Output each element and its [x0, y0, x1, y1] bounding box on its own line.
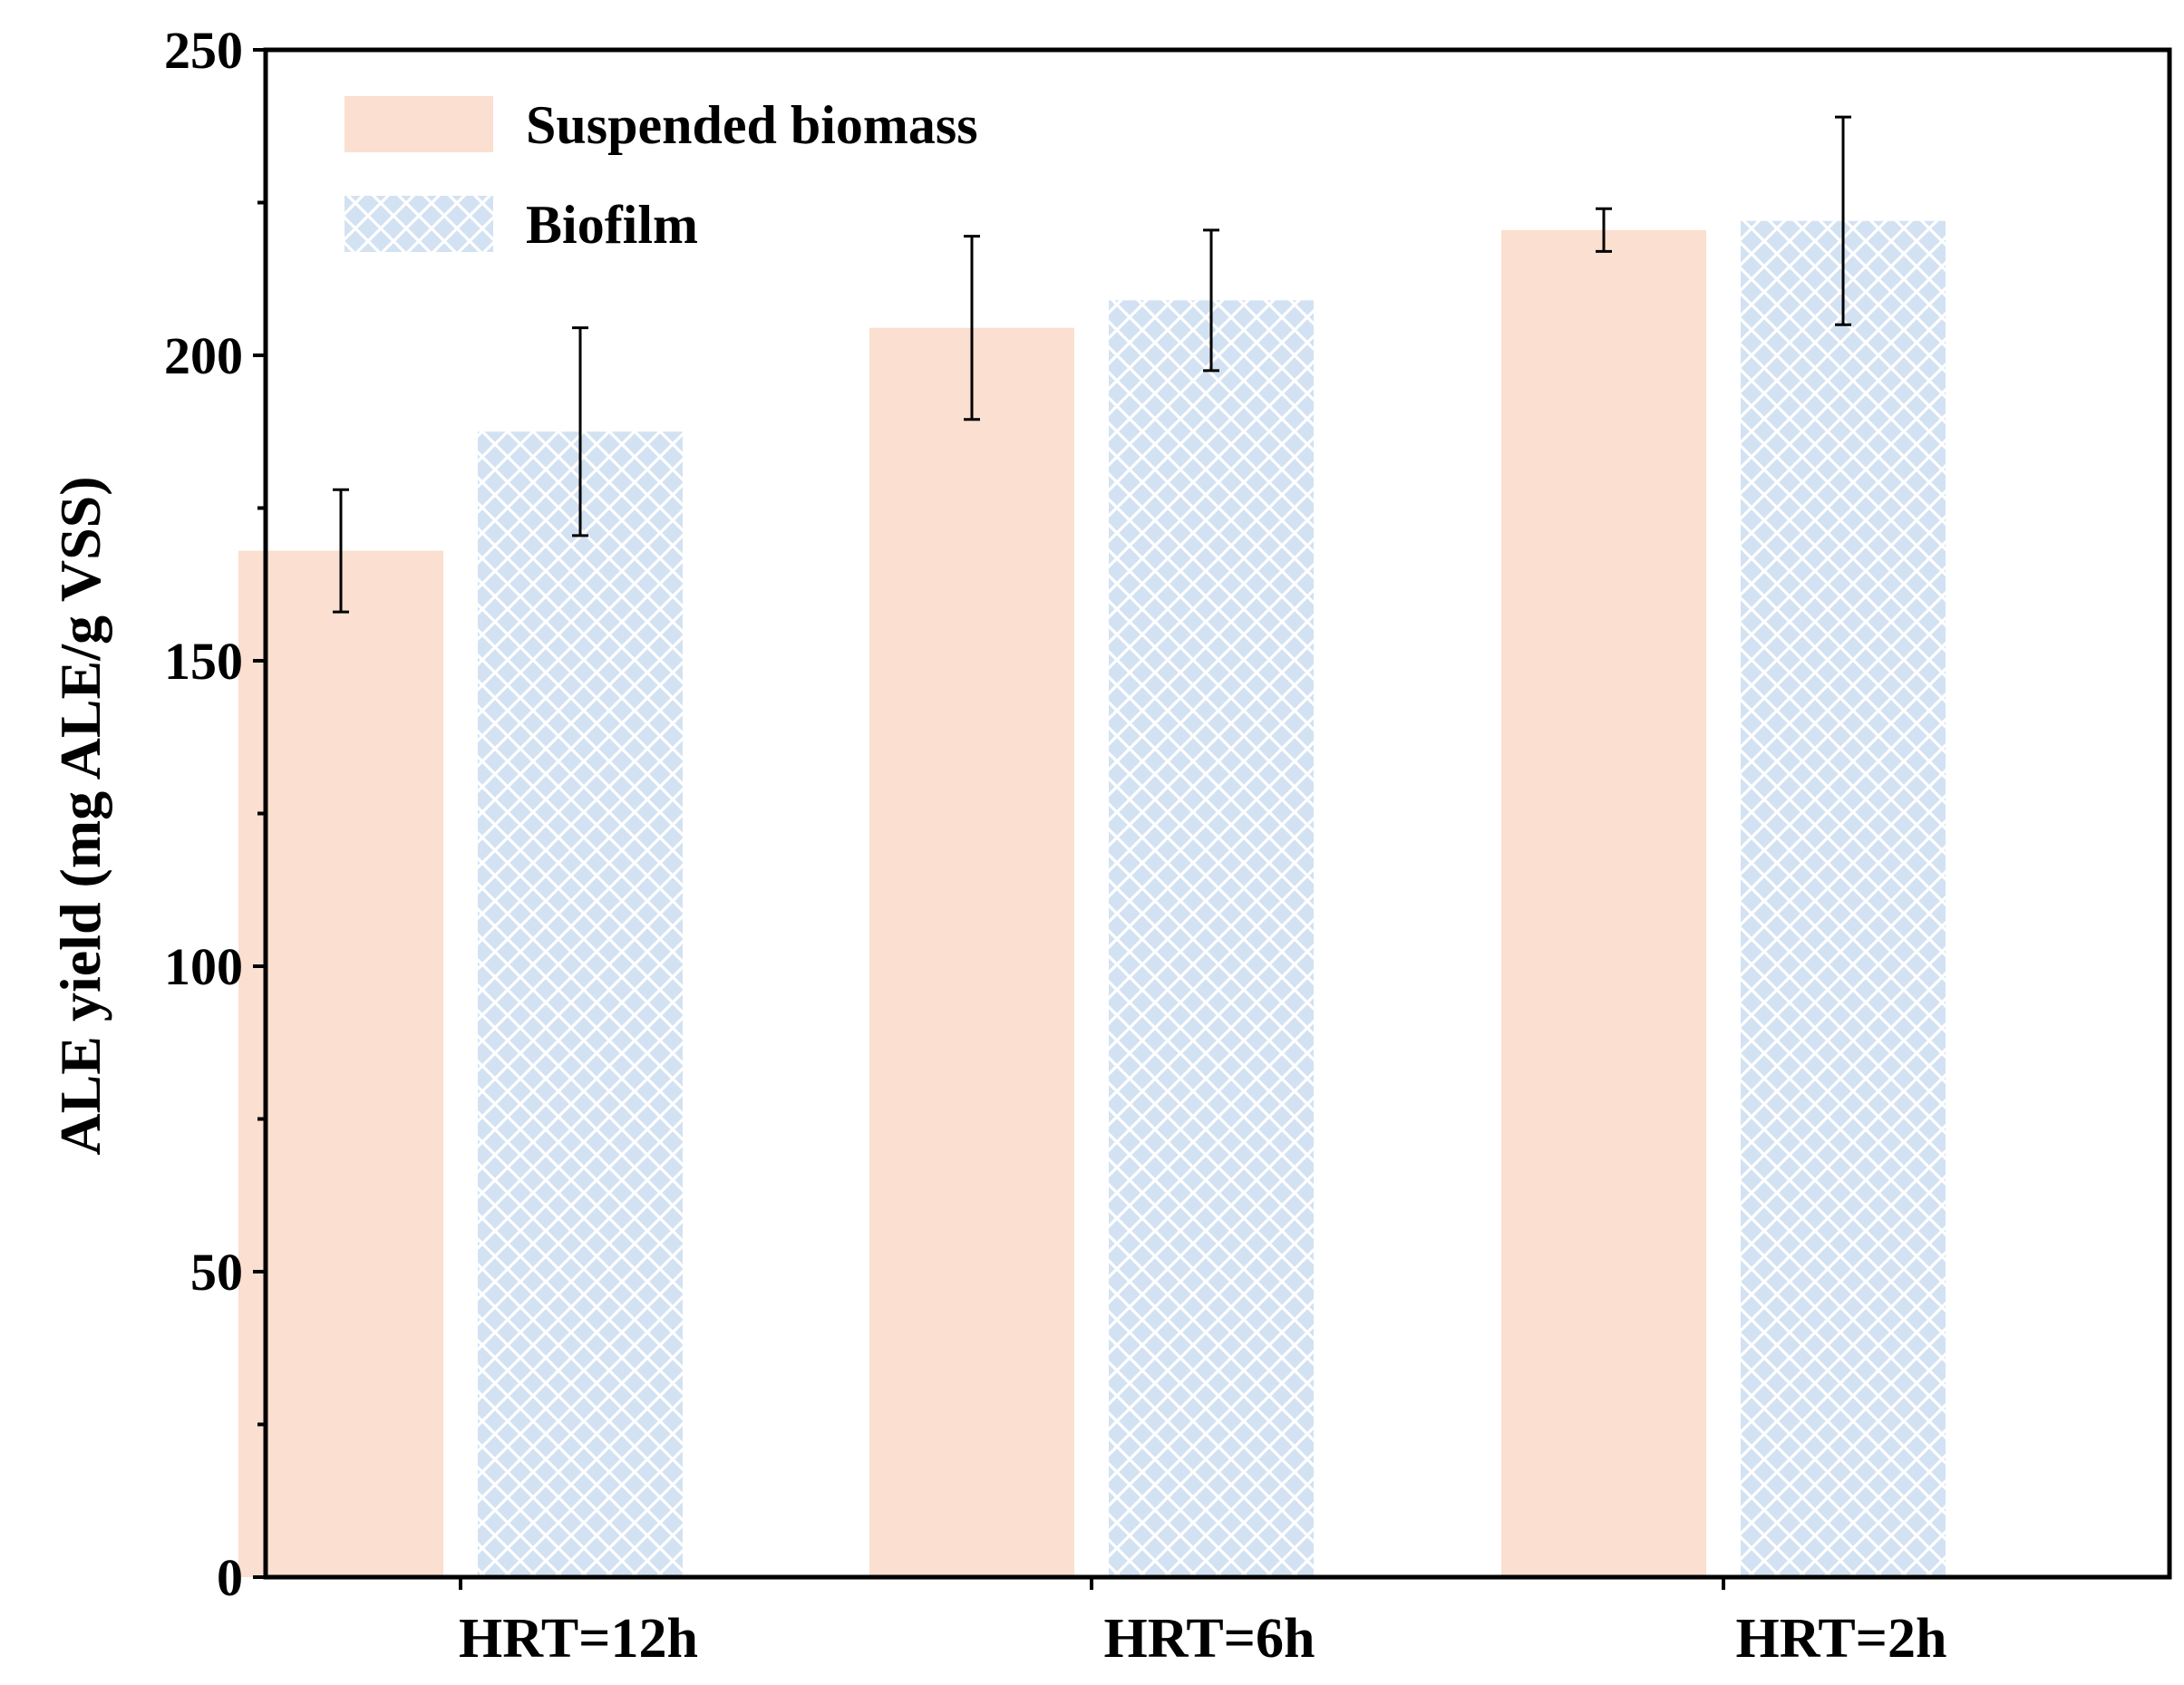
y-tick-label: 150	[164, 632, 243, 691]
error-bar-suspended-biomass-2	[964, 235, 980, 421]
axes-layer: 0 50 100 150 200 250 HRT=12h HRT=6h HRT=2h	[164, 21, 2172, 1670]
bars-layer	[238, 220, 1946, 1578]
y-tick-label: 200	[164, 326, 243, 385]
y-tick-label: 0	[217, 1548, 243, 1607]
legend-item-suspended-biomass: Suspended biomass	[345, 95, 978, 155]
legend-swatch	[345, 96, 493, 152]
legend-label: Biofilm	[526, 195, 698, 255]
x-tick-label-3: HRT=2h	[1736, 1608, 1947, 1670]
bar-biofilm-3	[1741, 220, 1946, 1578]
bar-suspended-biomass-2	[869, 327, 1074, 1577]
error-bar-suspended-biomass-1	[333, 488, 349, 614]
legend: Suspended biomass Biofilm	[345, 95, 978, 255]
bar-suspended-biomass-3	[1501, 229, 1706, 1578]
error-bar-biofilm-1	[572, 326, 588, 537]
x-tick-label-2: HRT=6h	[1104, 1608, 1315, 1670]
error-bar-suspended-biomass-3	[1596, 207, 1612, 253]
legend-item-biofilm: Biofilm	[345, 195, 698, 255]
error-bar-biofilm-2	[1203, 228, 1219, 373]
y-tick-label: 100	[164, 937, 243, 996]
bar-suspended-biomass-1	[238, 550, 443, 1578]
y-tick-label: 50	[190, 1243, 243, 1302]
legend-label: Suspended biomass	[526, 95, 978, 155]
x-tick-label-1: HRT=12h	[459, 1608, 698, 1670]
y-tick-label: 250	[164, 21, 243, 80]
bar-biofilm-1	[478, 431, 683, 1577]
y-axis-title: ALE yield (mg ALE/g VSS)	[48, 476, 112, 1155]
error-bar-biofilm-3	[1835, 115, 1851, 326]
error-bars-layer	[333, 115, 1851, 614]
bar-biofilm-2	[1109, 300, 1314, 1578]
legend-swatch	[345, 196, 493, 252]
